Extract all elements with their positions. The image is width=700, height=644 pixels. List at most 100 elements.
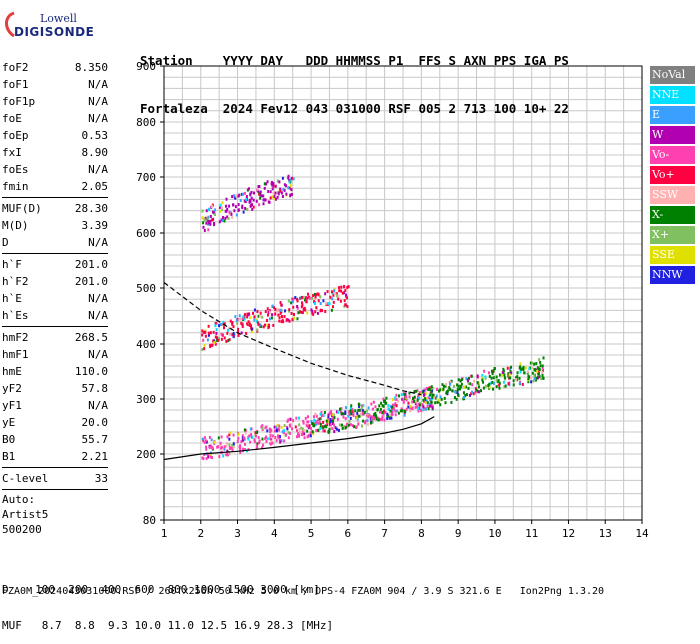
param-label: foE [2,112,22,125]
echo-dot [283,315,286,319]
echo-dot [315,306,318,310]
echo-dot [527,380,530,384]
echo-dot [201,437,204,441]
echo-dot [382,397,385,401]
echo-dot [503,385,506,389]
echo-dot [415,400,418,404]
echo-dot [215,328,218,332]
echo-dot [329,420,332,424]
echo-dot [240,192,243,196]
echo-dot [232,442,235,446]
echo-dot [214,335,217,339]
echo-dot [472,392,475,396]
echo-dot [246,312,249,316]
echo-dot [320,414,323,418]
echo-dot [381,411,384,415]
echo-dot [302,427,305,431]
echo-dot [266,323,269,327]
echo-dot [443,384,446,388]
echo-dot [379,407,382,411]
echo-dot [303,432,306,436]
echo-dot [294,425,297,429]
echo-dot [334,291,337,295]
echo-dot [405,398,408,402]
echo-dot [533,362,536,366]
param-value: 8.350 [74,61,108,74]
echo-dot [405,407,408,411]
echo-dot [313,292,316,296]
echo-dot [352,412,355,416]
echo-dot [332,289,335,293]
echo-dot [237,208,240,212]
echo-dot [357,422,360,426]
echo-dot [205,221,208,225]
echo-dot [325,425,328,429]
param-label: M(D) [2,219,29,232]
param-row: h`Es N/A [2,307,108,324]
echo-dot [523,371,526,375]
echo-dot [243,317,246,321]
param-label: foEs [2,163,29,176]
echo-dot [529,361,532,365]
echo-dot [425,399,428,403]
echo-dot [271,304,274,308]
x-tick-label: 6 [345,527,352,540]
echo-dot [310,296,313,300]
echo-dot [317,428,320,432]
echo-dot [395,409,398,413]
echo-dot [512,379,515,383]
echo-dot [246,207,249,211]
echo-dot [235,213,238,217]
y-tick-label: 500 [136,282,156,295]
echo-dot [299,296,302,300]
echo-dot [223,322,226,326]
echo-dot [218,445,221,449]
echo-dot [408,391,411,395]
echo-dot [424,401,427,405]
echo-dot [445,391,448,395]
y-tick-label: 200 [136,448,156,461]
echo-dot [389,409,392,413]
echo-dot [425,397,428,401]
param-value: N/A [88,163,108,176]
echo-dot [357,402,360,406]
echo-dot [383,399,386,403]
echo-dot [337,297,340,301]
param-row: hmE 110.0 [2,363,108,380]
echo-dot [204,439,207,443]
echo-dot [273,425,276,429]
echo-dot [356,414,359,418]
echo-dot [300,305,303,309]
echo-dot [254,434,257,438]
echo-dot [278,180,281,184]
echo-dot [444,384,447,388]
echo-dot [524,366,527,370]
echo-dot [261,446,264,450]
echo-dot [409,404,412,408]
echo-dot [207,455,210,459]
echo-dot [244,431,247,435]
x-tick-label: 2 [197,527,204,540]
echo-dot [429,398,432,402]
echo-dot [273,194,276,198]
echo-dot [232,194,235,198]
echo-dot [429,393,432,397]
echo-dot [328,428,331,432]
echo-dot [214,342,217,346]
echo-dot [516,375,519,379]
echo-dot [254,431,257,435]
echo-dot [332,413,335,417]
echo-dot [266,307,269,311]
echo-dot [264,426,267,430]
echo-dot [298,416,301,420]
echo-dot [471,383,474,387]
echo-dot [444,401,447,405]
echo-dot [277,313,280,317]
echo-dot [276,179,279,183]
param-row: hmF2 268.5 [2,329,108,346]
echo-dot [281,194,284,198]
echo-dot [252,205,255,209]
echo-dot [348,413,351,417]
y-tick-label: 700 [136,171,156,184]
echo-dot [458,387,461,391]
